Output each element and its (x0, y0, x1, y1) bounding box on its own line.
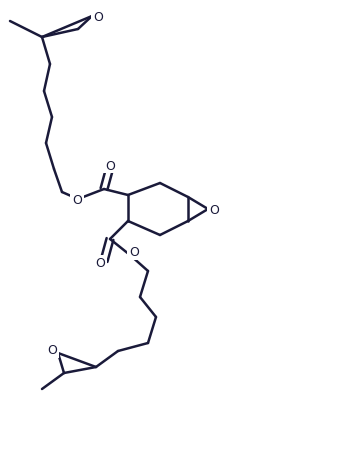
Text: O: O (72, 193, 82, 206)
Text: O: O (105, 159, 115, 172)
Text: O: O (129, 246, 139, 259)
Text: O: O (209, 203, 219, 216)
Text: O: O (95, 257, 105, 270)
Text: O: O (93, 10, 103, 24)
Text: O: O (47, 344, 57, 357)
